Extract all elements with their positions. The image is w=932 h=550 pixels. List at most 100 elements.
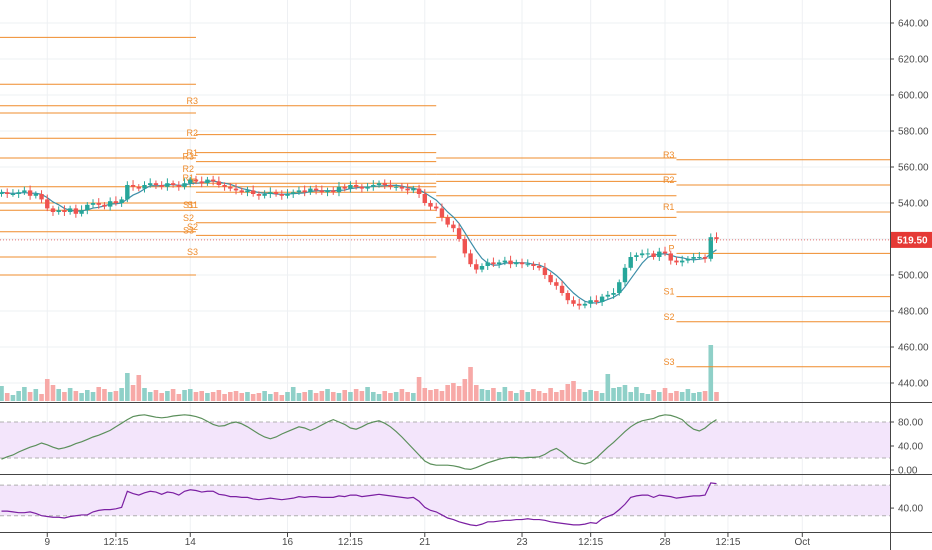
volume-bar bbox=[491, 388, 496, 401]
volume-bar bbox=[107, 392, 113, 401]
volume-bar bbox=[691, 393, 696, 401]
volume-bar bbox=[56, 389, 61, 401]
volume-bar bbox=[662, 388, 668, 401]
volume-bar bbox=[616, 387, 622, 401]
volume-bar bbox=[113, 391, 119, 401]
candle-body bbox=[542, 267, 548, 275]
volume-bar bbox=[502, 387, 508, 401]
candle-body bbox=[107, 201, 113, 207]
volume-bar bbox=[268, 394, 273, 401]
candle-body bbox=[577, 303, 582, 306]
price-axis[interactable]: 640.00620.00600.00580.00560.00540.00520.… bbox=[890, 19, 932, 515]
time-tick-label: 12:15 bbox=[715, 537, 740, 548]
volume-bar bbox=[622, 385, 628, 401]
volume-bar bbox=[153, 390, 159, 401]
candle-body bbox=[668, 253, 673, 261]
volume-bar bbox=[125, 373, 130, 401]
price-tick-label: 440.00 bbox=[898, 379, 929, 390]
candle-body bbox=[268, 192, 273, 194]
time-tick-label: 21 bbox=[419, 537, 431, 548]
price-pane[interactable]: R3R2R1PS1S2S3R3R2R1PS1S2S3R3R2R1PS1S2S3 bbox=[0, 36, 890, 401]
volume-bar bbox=[359, 391, 365, 401]
volume-bar bbox=[393, 392, 399, 401]
candle-body bbox=[634, 255, 639, 257]
volume-bar bbox=[674, 391, 679, 401]
volume-bar bbox=[657, 392, 662, 401]
volume-bar bbox=[67, 388, 73, 401]
candle-body bbox=[73, 208, 79, 214]
price-tick-label: 500.00 bbox=[898, 271, 929, 282]
volume-bars bbox=[0, 345, 719, 401]
candle-body bbox=[393, 186, 399, 188]
candle-body bbox=[525, 264, 530, 266]
volume-bar bbox=[159, 393, 164, 401]
volume-bar bbox=[634, 387, 639, 401]
volume-bar bbox=[508, 391, 513, 401]
volume-bar bbox=[44, 379, 50, 401]
pivot-label: S2 bbox=[187, 222, 198, 232]
candle-body bbox=[210, 179, 216, 182]
candle-body bbox=[342, 186, 347, 189]
candle-body bbox=[708, 237, 713, 259]
volume-bar bbox=[96, 387, 102, 401]
candle-body bbox=[622, 267, 628, 283]
time-tick-label: 9 bbox=[44, 537, 50, 548]
candle-body bbox=[702, 257, 708, 259]
candle-body bbox=[645, 253, 651, 255]
candle-body bbox=[325, 190, 330, 193]
stochastic-pane[interactable] bbox=[0, 414, 890, 471]
candle-body bbox=[559, 285, 565, 293]
volume-bar bbox=[611, 388, 616, 401]
pivot-label: R1 bbox=[186, 148, 198, 158]
rsi-pane[interactable] bbox=[0, 482, 890, 527]
candle-body bbox=[79, 210, 84, 214]
candle-body bbox=[136, 186, 141, 189]
volume-bar bbox=[685, 389, 691, 401]
candle-body bbox=[434, 206, 439, 209]
volume-bar bbox=[165, 391, 170, 401]
candle-body bbox=[588, 300, 593, 304]
candle-body bbox=[599, 296, 605, 302]
volume-bar bbox=[279, 395, 285, 401]
candles bbox=[0, 175, 719, 310]
candle-body bbox=[371, 185, 376, 187]
volume-bar bbox=[651, 390, 656, 401]
candle-body bbox=[474, 264, 479, 270]
rsi-tick-label: 40.00 bbox=[898, 504, 923, 515]
candle-body bbox=[205, 179, 210, 184]
candle-body bbox=[319, 190, 325, 193]
time-axis[interactable]: 9 12:15 14 16 12:15 21 23 12:15 28 12:15 Oct bbox=[44, 533, 810, 548]
candle-body bbox=[502, 260, 508, 263]
candle-body bbox=[5, 192, 10, 194]
volume-bar bbox=[170, 389, 176, 401]
candle-body bbox=[56, 210, 61, 212]
candle-body bbox=[262, 194, 267, 196]
pivot-label: P bbox=[192, 177, 198, 187]
volume-bar bbox=[210, 392, 216, 401]
volume-bar bbox=[85, 390, 90, 401]
candle-body bbox=[50, 208, 56, 212]
volume-bar bbox=[199, 391, 204, 401]
candle-body bbox=[331, 190, 336, 193]
candle-body bbox=[468, 253, 473, 265]
candle-body bbox=[170, 183, 176, 185]
pivot-label: S2 bbox=[183, 213, 194, 223]
candle-body bbox=[22, 190, 27, 193]
volume-bar bbox=[376, 394, 382, 401]
moving-average-line bbox=[1, 180, 717, 304]
candle-body bbox=[336, 186, 342, 193]
volume-bar bbox=[147, 392, 153, 401]
candle-body bbox=[10, 194, 16, 195]
volume-bar bbox=[668, 393, 674, 401]
candle-body bbox=[119, 199, 124, 203]
volume-bar bbox=[256, 393, 262, 401]
candle-body bbox=[485, 262, 490, 266]
time-tick-label: 12:15 bbox=[103, 537, 128, 548]
volume-bar bbox=[439, 391, 445, 401]
grid bbox=[0, 0, 890, 532]
volume-bar bbox=[525, 392, 531, 401]
volume-bar bbox=[468, 367, 473, 401]
candle-body bbox=[142, 185, 147, 189]
candle-body bbox=[411, 188, 416, 191]
